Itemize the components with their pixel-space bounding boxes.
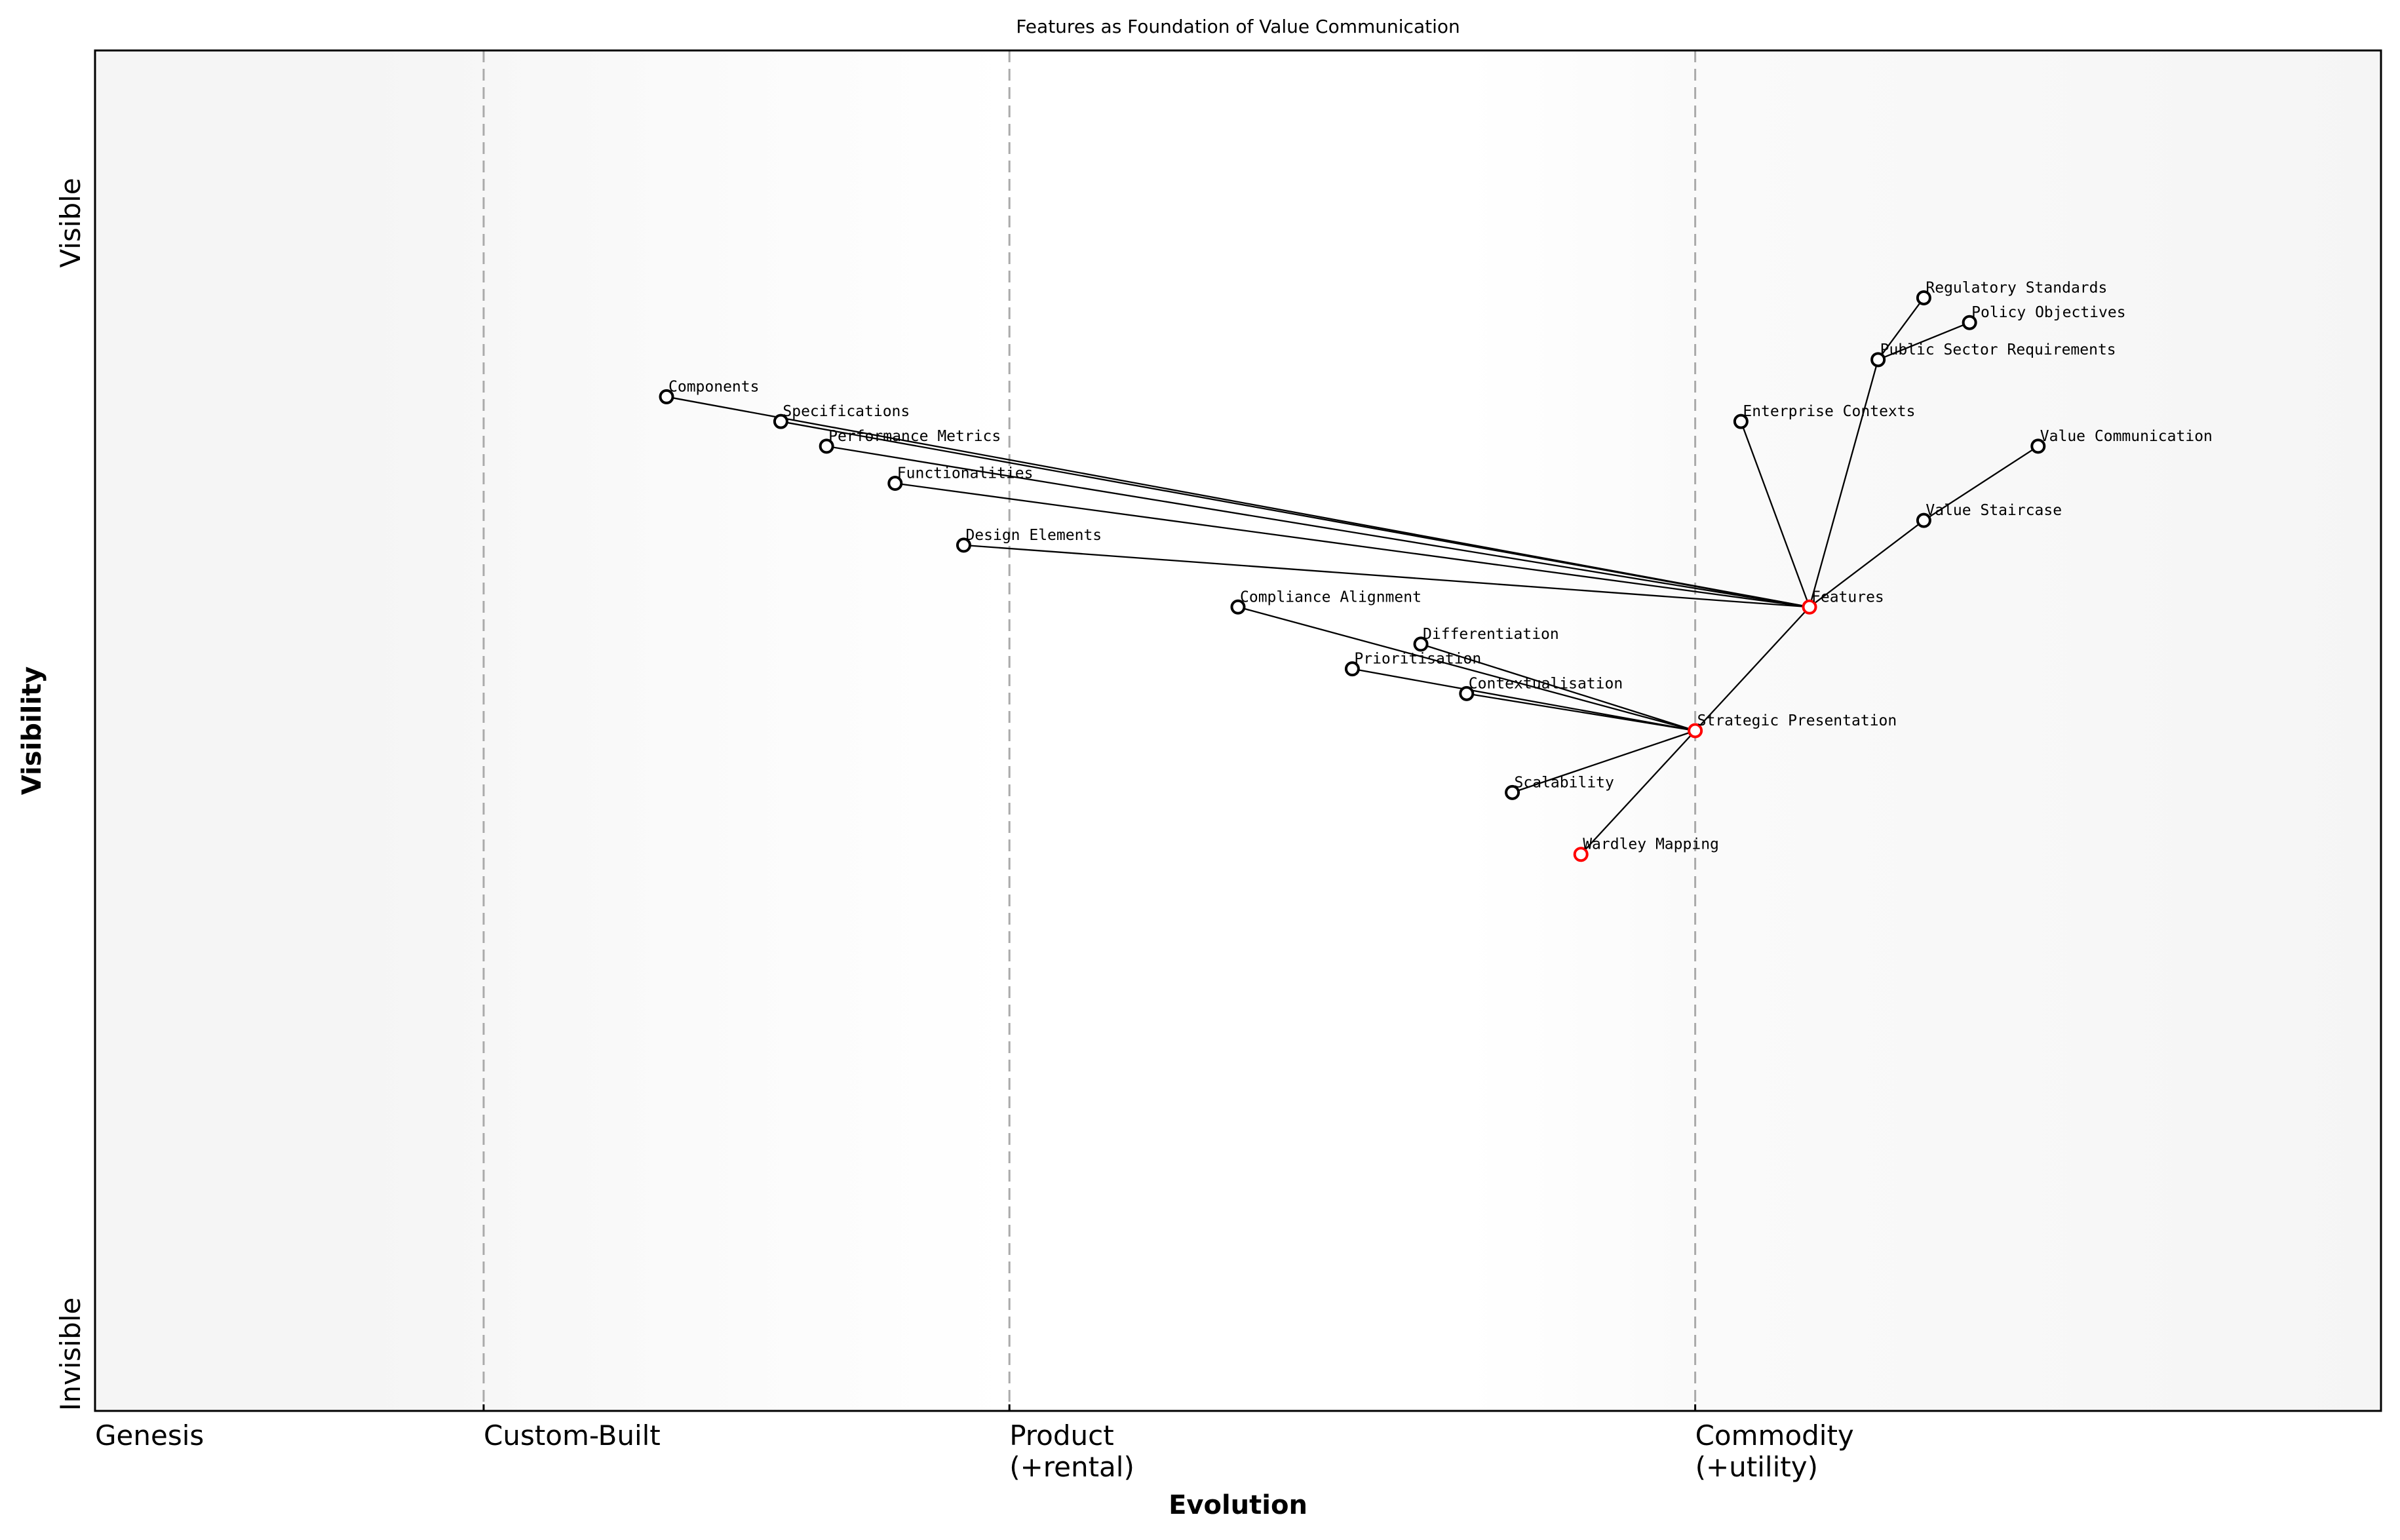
- edge-value-staircase-to-features: [1809, 520, 1925, 608]
- x-tick-product: Product (+rental): [1009, 1419, 1134, 1483]
- y-label-visible: Visible: [54, 178, 87, 267]
- plot-background: [95, 50, 2381, 1411]
- x-tick-commodity: Commodity (+utility): [1695, 1419, 1854, 1483]
- x-tick-custom-built: Custom-Built: [484, 1419, 661, 1452]
- edge-features-to-enterprise-contexts: [1740, 421, 1811, 607]
- node-public-sector-requirements[interactable]: Public Sector Requirements: [1870, 341, 2116, 368]
- node-value-communication[interactable]: Value Communication: [2030, 428, 2213, 454]
- edge-public-sector-requirements-to-policy-objectives: [1878, 322, 1970, 360]
- node-label: Functionalities: [897, 465, 1034, 482]
- node-specifications[interactable]: Specifications: [773, 403, 910, 429]
- node-prioritisation[interactable]: Prioritisation: [1344, 651, 1481, 677]
- node-label: Components: [668, 378, 759, 395]
- node-marker[interactable]: [1916, 512, 1931, 528]
- edge-features-to-performance-metrics: [826, 445, 1810, 608]
- chart-title: Features as Foundation of Value Communic…: [1016, 16, 1460, 37]
- node-label: Scalability: [1515, 774, 1614, 791]
- y-label-invisible: Invisible: [54, 1298, 87, 1411]
- edge-value-communication-to-value-staircase: [1923, 445, 2039, 522]
- node-label: Design Elements: [965, 527, 1102, 544]
- node-marker[interactable]: [1459, 685, 1475, 701]
- node-marker[interactable]: [1230, 599, 1246, 615]
- node-functionalities[interactable]: Functionalities: [887, 465, 1034, 491]
- node-marker[interactable]: [819, 438, 834, 454]
- node-label: Features: [1811, 588, 1884, 606]
- node-label: Specifications: [783, 403, 910, 420]
- node-label: Policy Objectives: [1971, 304, 2125, 321]
- node-label: Compliance Alignment: [1240, 588, 1422, 606]
- edge-strategic-presentation-to-scalability: [1512, 729, 1695, 794]
- node-policy-objectives[interactable]: Policy Objectives: [1962, 304, 2126, 330]
- edge-features-to-specifications: [781, 421, 1810, 608]
- node-regulatory-standards[interactable]: Regulatory Standards: [1916, 279, 2107, 305]
- plot-frame: [94, 49, 2382, 1412]
- node-marker[interactable]: [773, 414, 788, 429]
- y-axis-label: Visibility: [17, 666, 47, 795]
- node-label: Regulatory Standards: [1926, 279, 2107, 296]
- node-marker[interactable]: [1505, 784, 1520, 800]
- node-label: Value Staircase: [1926, 502, 2062, 519]
- node-wardley-mapping[interactable]: Wardley Mapping: [1573, 836, 1719, 862]
- node-label: Contextualisation: [1469, 675, 1623, 692]
- edge-features-to-design-elements: [963, 544, 1810, 608]
- x-tick-genesis: Genesis: [95, 1419, 204, 1452]
- node-strategic-presentation[interactable]: Strategic Presentation: [1688, 712, 1897, 739]
- node-compliance-alignment[interactable]: Compliance Alignment: [1230, 588, 1422, 615]
- node-scalability[interactable]: Scalability: [1505, 774, 1614, 800]
- node-value-staircase[interactable]: Value Staircase: [1916, 502, 2062, 528]
- node-marker[interactable]: [1962, 315, 1977, 330]
- node-design-elements[interactable]: Design Elements: [956, 527, 1102, 553]
- node-marker[interactable]: [659, 389, 674, 404]
- edge-strategic-presentation-to-wardley-mapping: [1580, 730, 1696, 855]
- edge-strategic-presentation-to-differentiation: [1420, 643, 1695, 732]
- node-marker[interactable]: [956, 537, 971, 553]
- node-performance-metrics[interactable]: Performance Metrics: [819, 428, 1001, 454]
- node-label: Value Communication: [2040, 428, 2213, 445]
- node-marker[interactable]: [887, 476, 903, 491]
- edge-features-to-functionalities: [895, 482, 1810, 608]
- edge-features-to-public-sector-requirements: [1808, 359, 1879, 607]
- node-marker[interactable]: [1344, 661, 1360, 677]
- edge-strategic-presentation-to-compliance-alignment: [1237, 606, 1695, 732]
- node-label: Enterprise Contexts: [1743, 403, 1915, 420]
- edge-public-sector-requirements-to-regulatory-standards: [1877, 297, 1925, 360]
- node-label: Differentiation: [1423, 626, 1559, 643]
- node-marker[interactable]: [1916, 290, 1931, 305]
- x-axis-label: Evolution: [1169, 1490, 1307, 1520]
- node-components[interactable]: Components: [659, 378, 760, 404]
- node-marker[interactable]: [1870, 352, 1886, 368]
- node-label: Public Sector Requirements: [1880, 341, 2116, 358]
- edge-features-to-strategic-presentation: [1694, 606, 1810, 731]
- node-label: Strategic Presentation: [1697, 712, 1897, 729]
- node-marker[interactable]: [1413, 636, 1429, 652]
- edge-strategic-presentation-to-contextualisation: [1466, 693, 1695, 732]
- node-marker[interactable]: [1733, 414, 1749, 429]
- node-label: Performance Metrics: [828, 428, 1001, 445]
- node-differentiation[interactable]: Differentiation: [1413, 626, 1559, 652]
- node-contextualisation[interactable]: Contextualisation: [1459, 675, 1623, 701]
- node-marker[interactable]: [1802, 599, 1817, 615]
- node-marker[interactable]: [1573, 847, 1589, 862]
- edge-strategic-presentation-to-prioritisation: [1352, 668, 1695, 732]
- node-label: Prioritisation: [1354, 651, 1481, 668]
- node-enterprise-contexts[interactable]: Enterprise Contexts: [1733, 403, 1916, 429]
- node-marker[interactable]: [1688, 723, 1703, 739]
- node-marker[interactable]: [2030, 438, 2046, 454]
- node-features[interactable]: Features: [1802, 588, 1884, 615]
- node-label: Wardley Mapping: [1583, 836, 1719, 853]
